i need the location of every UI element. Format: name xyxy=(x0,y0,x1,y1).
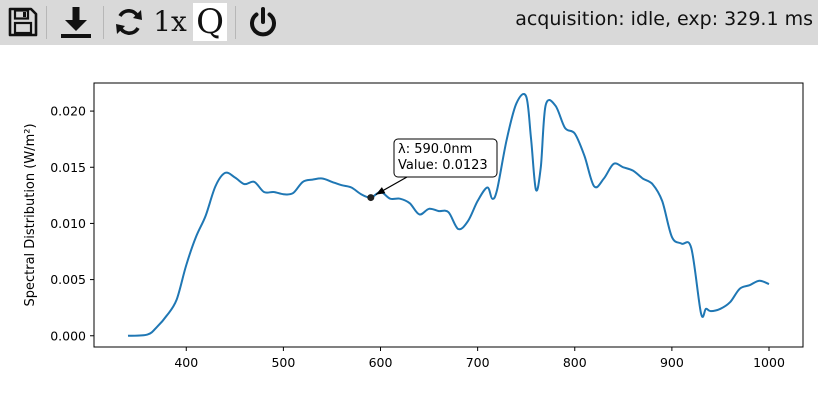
power-icon xyxy=(250,7,276,37)
power-button[interactable] xyxy=(245,3,281,41)
x-tick-label: 600 xyxy=(369,355,393,370)
acquisition-status: acquisition: idle, exp: 329.1 ms xyxy=(515,8,813,30)
y-axis: 0.000 0.005 0.010 0.015 0.020 xyxy=(50,104,94,343)
spectrum-chart: 400 500 600 700 800 900 1000 0.0000.0050.0100.… xyxy=(23,82,804,370)
y-tick-label: 0.000 xyxy=(50,328,86,343)
annotation-point xyxy=(367,194,375,202)
x-tick-label: 900 xyxy=(660,355,684,370)
quality-label: Q xyxy=(193,2,227,42)
x-tick-label: 500 xyxy=(271,355,295,370)
toolbar-separator xyxy=(235,6,236,39)
x-tick-label: 1000 xyxy=(753,355,785,370)
annotation-box xyxy=(393,138,498,178)
spectrum-series-line xyxy=(127,93,770,337)
download-button[interactable] xyxy=(57,3,95,41)
annotation-arrow-head xyxy=(375,187,386,195)
zoom-level-button[interactable]: 1x xyxy=(152,3,188,41)
x-axis: 400 500 600 700 800 900 1000 xyxy=(174,347,785,370)
y-tick-label: 0.005 xyxy=(50,272,86,287)
plot-frame xyxy=(93,82,804,348)
toolbar-separator xyxy=(103,6,104,39)
save-button[interactable] xyxy=(5,3,41,41)
x-tick-label: 800 xyxy=(563,355,587,370)
y-tick-label: 0.010 xyxy=(50,216,86,231)
y-axis-label: Spectral Distribution (W/m²) xyxy=(23,123,38,306)
floppy-disk-icon xyxy=(8,7,38,37)
download-arrow-icon xyxy=(61,7,91,38)
annotation-value: Value: 0.0123 xyxy=(398,158,488,173)
refresh-cycle-icon xyxy=(116,9,142,35)
y-tick-label: 0.020 xyxy=(50,104,86,119)
annotation-wavelength: λ: 590.0nm xyxy=(398,142,472,157)
zoom-level-label: 1x xyxy=(153,5,187,38)
quality-button[interactable]: Q xyxy=(192,2,228,42)
x-tick-label: 400 xyxy=(174,355,198,370)
refresh-button[interactable] xyxy=(113,3,145,41)
y-tick-label: 0.015 xyxy=(50,160,86,175)
toolbar-separator xyxy=(46,6,47,39)
x-tick-label: 700 xyxy=(466,355,490,370)
toolbar: 1x Q acquisition: idle, exp: 329.1 ms xyxy=(0,0,818,45)
